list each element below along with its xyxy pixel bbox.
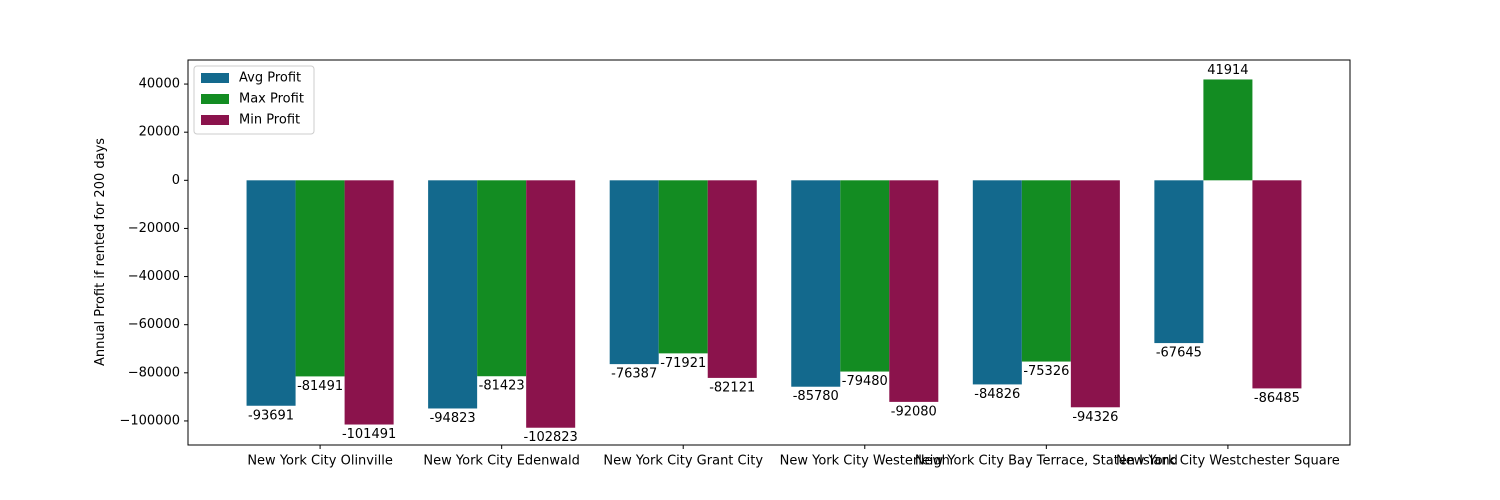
x-tick-label: New York City Westchester Square xyxy=(1116,454,1340,469)
bar-value-label: -86485 xyxy=(1254,391,1300,406)
y-tick-label: −100000 xyxy=(119,413,180,428)
bar-value-label: -92080 xyxy=(891,404,937,419)
x-axis: New York City Olinville New York City Ede… xyxy=(247,445,1340,469)
bar-value-label: -75326 xyxy=(1023,364,1069,379)
x-tick-label: New York City Bay Terrace, Staten Island xyxy=(915,454,1178,469)
y-tick-label: −20000 xyxy=(128,221,180,236)
y-tick-label: 0 xyxy=(172,173,180,188)
x-tick-label: New York City Olinville xyxy=(247,454,393,469)
bar-max-profit xyxy=(477,180,527,377)
x-tick-label: New York City Edenwald xyxy=(423,454,579,469)
bar-value-label: -85780 xyxy=(793,389,839,404)
bar-min-profit xyxy=(889,180,939,402)
bar-min-profit xyxy=(344,180,394,425)
y-tick-label: 40000 xyxy=(139,77,180,92)
data-labels: -93691-81491 -101491 -94823 -81423 -102823 -7… xyxy=(248,63,1300,445)
legend-label: Min Profit xyxy=(239,113,300,128)
y-tick-label: −40000 xyxy=(128,269,180,284)
bar-value-label: -81491 xyxy=(297,379,343,394)
legend-swatch xyxy=(201,94,229,104)
bar-value-label: -81423 xyxy=(479,379,525,394)
plot-frame xyxy=(187,59,1351,446)
bar-avg-profit xyxy=(609,180,659,365)
bar-min-profit xyxy=(1252,180,1302,389)
bar-value-label: -102823 xyxy=(524,430,578,445)
bar-value-label: -94326 xyxy=(1072,410,1118,425)
x-tick-label: New York City Grant City xyxy=(603,454,763,469)
bar-value-label: -76387 xyxy=(611,367,657,382)
y-tick-label: −80000 xyxy=(128,365,180,380)
bar-avg-profit xyxy=(1154,180,1204,344)
bar-min-profit xyxy=(1070,180,1120,408)
bar-max-profit xyxy=(295,180,345,377)
bar-avg-profit xyxy=(972,180,1022,385)
bar-value-label: -82121 xyxy=(709,380,755,395)
y-axis-label: Annual Profit if rented for 200 days xyxy=(93,138,108,366)
legend-label: Avg Profit xyxy=(239,71,301,86)
legend: Avg Profit Max Profit Min Profit xyxy=(193,65,315,135)
bar-avg-profit xyxy=(791,180,841,387)
bar-avg-profit xyxy=(246,180,296,406)
bar-min-profit xyxy=(526,180,576,428)
bars xyxy=(246,79,1302,428)
bar-value-label: -94823 xyxy=(430,411,476,426)
bar-max-profit xyxy=(840,180,890,372)
bar-max-profit xyxy=(1203,79,1253,181)
legend-swatch xyxy=(201,73,229,83)
bar-max-profit xyxy=(658,180,708,354)
y-tick-label: 20000 xyxy=(139,125,180,140)
bar-avg-profit xyxy=(428,180,478,409)
bar-max-profit xyxy=(1021,180,1071,362)
bar-value-label: -71921 xyxy=(660,356,706,371)
bar-value-label: -67645 xyxy=(1156,346,1202,361)
bar-value-label: 41914 xyxy=(1207,63,1248,78)
legend-label: Max Profit xyxy=(239,92,304,107)
bar-value-label: -84826 xyxy=(974,387,1020,402)
legend-swatch xyxy=(201,115,229,125)
bar-value-label: -101491 xyxy=(342,427,396,442)
bar-value-label: -93691 xyxy=(248,408,294,423)
bar-min-profit xyxy=(707,180,757,378)
x-tick-label: New York City Westerleigh xyxy=(780,454,950,469)
bar-value-label: -79480 xyxy=(842,374,888,389)
y-axis: 40000 20000 0 −20000 −40000 −60000 −80000 −1000… xyxy=(119,77,188,428)
y-tick-label: −60000 xyxy=(128,317,180,332)
